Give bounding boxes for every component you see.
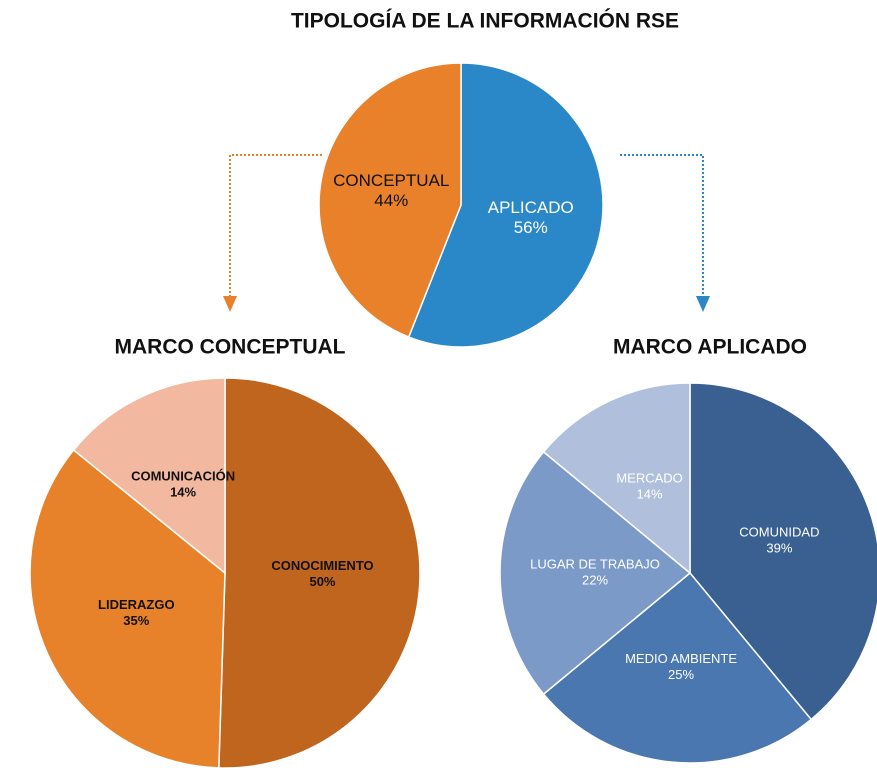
slice-label: LUGAR DE TRABAJO [530,556,660,571]
chart-title: TIPOLOGÍA DE LA INFORMACIÓN RSE [291,9,679,33]
slice-label: APLICADO [488,198,574,217]
value-label: 39% [766,540,792,555]
slice-label: CONOCIMIENTO [271,558,373,573]
arrow-left [223,296,237,312]
value-label: 44% [374,191,408,210]
pie-slice [72,377,226,575]
value-label: 14% [170,484,196,499]
arrow-right [696,296,710,312]
value-label: 50% [309,574,335,589]
pie-slice [689,382,877,721]
slice-label: LIDERAZGO [98,597,175,612]
value-label: 14% [637,486,663,501]
value-label: 56% [514,218,548,237]
pie-slice [218,377,421,768]
value-label: 25% [668,667,694,682]
chart-title: MARCO CONCEPTUAL [115,336,346,359]
slice-label: MERCADO [616,470,682,485]
slice-label: COMUNIDAD [739,524,819,539]
pie-slice [542,571,813,764]
pie-slice [318,62,462,339]
pie-slice [499,450,692,696]
pie-slice [407,62,604,348]
chart-title: MARCO APLICADO [613,336,807,359]
slice-label: MEDIO AMBIENTE [625,651,737,666]
pie-slice [542,382,691,575]
value-label: 22% [582,572,608,587]
pie-slice [29,448,226,768]
connector-left [229,154,322,300]
connector-right [620,154,704,300]
value-label: 35% [123,613,149,628]
slice-label: CONCEPTUAL [333,171,449,190]
slice-label: COMUNICACIÓN [131,468,235,483]
